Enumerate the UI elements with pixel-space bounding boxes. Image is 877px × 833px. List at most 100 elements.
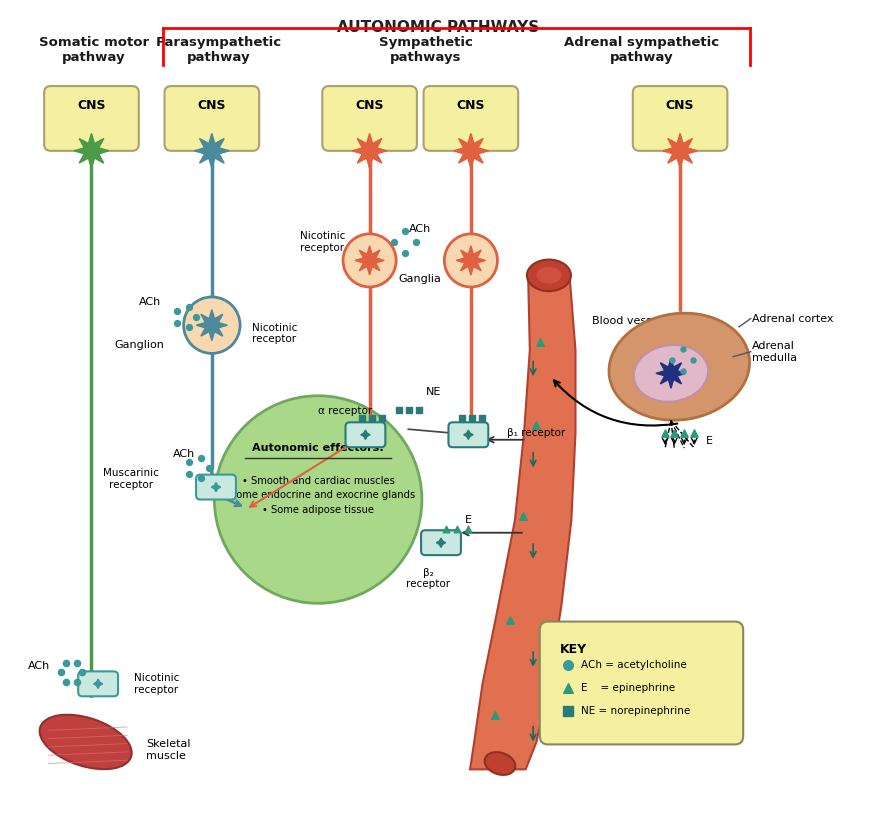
Ellipse shape xyxy=(634,345,708,402)
Text: CNS: CNS xyxy=(457,99,485,112)
Text: NE: NE xyxy=(426,387,441,397)
Text: ACh: ACh xyxy=(409,224,431,234)
Polygon shape xyxy=(663,133,697,168)
Polygon shape xyxy=(94,679,103,689)
Circle shape xyxy=(183,297,240,353)
Circle shape xyxy=(445,234,497,287)
Point xyxy=(665,353,679,367)
Polygon shape xyxy=(470,277,575,770)
Point xyxy=(530,418,544,431)
Point xyxy=(393,403,407,416)
Point xyxy=(403,403,417,416)
Polygon shape xyxy=(353,133,387,168)
Polygon shape xyxy=(437,538,446,547)
Point xyxy=(70,656,84,670)
Text: Adrenal cortex: Adrenal cortex xyxy=(752,313,834,323)
Point xyxy=(182,321,196,334)
Text: ACh: ACh xyxy=(27,661,50,671)
Point xyxy=(169,317,183,330)
Point xyxy=(474,412,488,425)
Text: α receptor: α receptor xyxy=(318,407,373,416)
Point xyxy=(182,467,196,481)
Point xyxy=(460,522,474,536)
Point xyxy=(409,236,423,249)
Text: Nicotinic
receptor: Nicotinic receptor xyxy=(252,322,297,344)
FancyBboxPatch shape xyxy=(165,86,260,151)
Text: E: E xyxy=(465,516,472,526)
Point xyxy=(355,412,369,425)
Polygon shape xyxy=(656,358,686,388)
Text: Blood vessel: Blood vessel xyxy=(592,316,662,326)
Point xyxy=(532,335,546,348)
Text: Ganglion: Ganglion xyxy=(115,340,165,350)
Text: AUTONOMIC PATHWAYS: AUTONOMIC PATHWAYS xyxy=(338,20,539,35)
Polygon shape xyxy=(464,430,473,440)
Text: CNS: CNS xyxy=(197,99,226,112)
Text: E    = epinephrine: E = epinephrine xyxy=(581,683,675,693)
Point xyxy=(375,412,389,425)
Ellipse shape xyxy=(527,260,571,292)
Point xyxy=(503,613,517,626)
Point xyxy=(194,471,208,485)
FancyBboxPatch shape xyxy=(346,422,385,447)
Polygon shape xyxy=(211,482,221,491)
Point xyxy=(658,426,672,440)
Point xyxy=(455,412,469,425)
Polygon shape xyxy=(196,310,227,341)
Ellipse shape xyxy=(537,267,561,284)
Point xyxy=(398,247,412,260)
Point xyxy=(365,412,379,425)
Point xyxy=(517,510,531,523)
Text: β₁ receptor: β₁ receptor xyxy=(507,428,565,438)
Point xyxy=(439,522,453,536)
Text: Nicotinic
receptor: Nicotinic receptor xyxy=(300,232,345,253)
Text: NE = norepinephrine: NE = norepinephrine xyxy=(581,706,690,716)
Point xyxy=(169,304,183,317)
Point xyxy=(182,300,196,313)
FancyBboxPatch shape xyxy=(78,671,118,696)
FancyBboxPatch shape xyxy=(322,86,417,151)
Polygon shape xyxy=(453,133,488,168)
Text: ACh = acetylcholine: ACh = acetylcholine xyxy=(581,660,687,670)
Point xyxy=(561,658,575,671)
FancyBboxPatch shape xyxy=(424,86,518,151)
Text: ACh: ACh xyxy=(139,297,160,307)
Point xyxy=(561,705,575,718)
FancyBboxPatch shape xyxy=(633,86,727,151)
Polygon shape xyxy=(355,246,384,275)
Point xyxy=(675,342,689,356)
Point xyxy=(667,426,681,440)
Text: Nicotinic
receptor: Nicotinic receptor xyxy=(134,673,179,695)
Text: Parasympathetic
pathway: Parasympathetic pathway xyxy=(155,37,282,64)
Point xyxy=(189,310,203,323)
FancyBboxPatch shape xyxy=(448,422,488,447)
Point xyxy=(194,451,208,464)
Point xyxy=(59,656,73,670)
Point xyxy=(75,666,89,679)
Polygon shape xyxy=(195,133,229,168)
Circle shape xyxy=(214,396,422,603)
Text: Somatic motor
pathway: Somatic motor pathway xyxy=(39,37,149,64)
Text: Autonomic effectors:: Autonomic effectors: xyxy=(253,443,384,453)
Text: KEY: KEY xyxy=(560,643,587,656)
Text: Adrenal
medulla: Adrenal medulla xyxy=(752,341,797,362)
Text: CNS: CNS xyxy=(666,99,695,112)
Polygon shape xyxy=(74,133,109,168)
FancyBboxPatch shape xyxy=(44,86,139,151)
Text: Muscarinic
receptor: Muscarinic receptor xyxy=(103,468,160,490)
Point xyxy=(202,461,216,475)
Text: Sympathetic
pathways: Sympathetic pathways xyxy=(379,37,473,64)
Ellipse shape xyxy=(609,313,750,420)
FancyBboxPatch shape xyxy=(539,621,743,745)
Text: Adrenal sympathetic
pathway: Adrenal sympathetic pathway xyxy=(564,37,719,64)
Point xyxy=(677,426,691,440)
Circle shape xyxy=(343,234,396,287)
Point xyxy=(388,236,402,249)
Text: ACh: ACh xyxy=(174,449,196,459)
Text: CNS: CNS xyxy=(77,99,106,112)
Polygon shape xyxy=(456,246,486,275)
FancyBboxPatch shape xyxy=(196,475,236,500)
Point xyxy=(687,353,701,367)
Point xyxy=(688,426,702,440)
Polygon shape xyxy=(360,430,370,440)
